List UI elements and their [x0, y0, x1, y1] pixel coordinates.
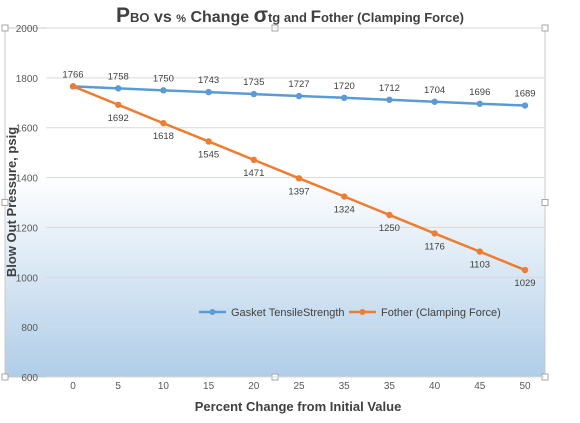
- data-label: 1766: [62, 69, 83, 80]
- data-label: 1735: [243, 77, 264, 88]
- y-tick-label: 1600: [16, 124, 39, 135]
- y-axis-ticks: 600 800 1000 1200 1400 1600 1800 2000: [16, 24, 39, 384]
- chart-frame[interactable]: [4, 27, 546, 378]
- y-axis-title: Blow Out Pressure, psig: [4, 127, 19, 277]
- data-point: [431, 230, 438, 237]
- x-tick-label: 35: [339, 381, 351, 392]
- y-tick-label: 1200: [16, 223, 39, 234]
- title-and: and: [280, 10, 310, 25]
- data-label: 1758: [108, 71, 129, 82]
- data-point: [115, 85, 122, 92]
- data-label: 1250: [379, 223, 400, 234]
- resize-handle[interactable]: [1, 24, 9, 32]
- data-point: [521, 102, 529, 109]
- title-percent: %: [176, 13, 186, 25]
- data-label: 1029: [514, 278, 535, 289]
- resize-handle[interactable]: [541, 199, 549, 206]
- data-label: 1727: [288, 79, 309, 90]
- x-tick-label: 20: [248, 381, 260, 392]
- data-label: 1720: [334, 81, 355, 92]
- data-point: [341, 94, 348, 102]
- data-label: 1545: [198, 149, 219, 160]
- data-point: [476, 100, 483, 107]
- title-change: Change: [186, 9, 254, 26]
- legend-marker-dot-gasket: [209, 309, 216, 315]
- data-point: [250, 156, 257, 164]
- data-label: 1696: [469, 87, 490, 98]
- legend-item-gasket: Gasket TensileStrength: [231, 307, 345, 319]
- gridlines: [46, 27, 544, 378]
- data-label: 1692: [108, 113, 129, 124]
- data-point: [386, 211, 393, 219]
- y-tick-label: 1400: [16, 174, 39, 185]
- data-point: [160, 87, 167, 94]
- data-point: [205, 88, 212, 96]
- data-label: 1397: [288, 186, 309, 197]
- data-label: 1750: [153, 73, 174, 84]
- x-tick-label: 0: [70, 381, 76, 392]
- x-tick-label: 35: [384, 381, 396, 392]
- legend-marker-dot-fother: [359, 309, 366, 315]
- data-point: [205, 138, 212, 145]
- data-labels: 1766 1758 1750 1743 1735 1727 1720 1712 1704 1696…: [62, 69, 535, 289]
- data-point: [295, 92, 303, 100]
- x-axis-title: Percent Change from Initial Value: [195, 399, 402, 414]
- x-axis-ticks: 0 5 10 15 20 25 35 35 40 45 50: [70, 381, 531, 392]
- data-point: [295, 175, 303, 182]
- legend: Gasket TensileStrength Fother (Clamping …: [199, 307, 501, 319]
- title-sigma: σ: [254, 4, 268, 27]
- y-tick-label: 1800: [16, 74, 39, 85]
- data-point: [386, 96, 393, 103]
- title-p: P: [116, 4, 130, 27]
- data-label: 1618: [153, 131, 174, 142]
- resize-handle[interactable]: [1, 199, 9, 206]
- x-tick-label: 15: [203, 381, 215, 392]
- data-label: 1176: [424, 241, 444, 252]
- x-tick-label: 25: [293, 381, 305, 392]
- data-point: [431, 98, 438, 105]
- x-tick-label: 40: [429, 381, 441, 392]
- data-point: [476, 248, 483, 255]
- data-label: 1324: [334, 205, 355, 216]
- data-label: 1704: [424, 85, 445, 96]
- y-tick-label: 1000: [16, 273, 39, 284]
- x-tick-label: 50: [519, 381, 531, 392]
- data-point: [341, 193, 348, 200]
- x-tick-label: 5: [115, 381, 121, 392]
- data-label: 1103: [470, 260, 490, 271]
- title-other: other: [321, 10, 354, 25]
- chart-title: PBO vs % Change σtg and Fother (Clamping…: [116, 4, 464, 27]
- x-tick-label: 10: [158, 381, 170, 392]
- y-tick-label: 2000: [16, 24, 39, 35]
- data-label: 1743: [198, 75, 219, 86]
- title-clamp: (Clamping Force): [353, 10, 464, 25]
- title-tg: tg: [268, 10, 280, 25]
- data-point: [250, 90, 257, 98]
- title-vs: vs: [150, 9, 177, 26]
- data-label: 1712: [379, 83, 400, 94]
- y-tick-label: 800: [21, 323, 38, 334]
- data-label: 1689: [514, 89, 535, 100]
- data-point: [115, 101, 122, 108]
- title-bo: BO: [130, 10, 150, 25]
- legend-item-fother: Fother (Clamping Force): [381, 307, 501, 319]
- data-point: [521, 266, 529, 274]
- y-tick-label: 600: [21, 373, 38, 384]
- data-point: [69, 83, 77, 90]
- data-label: 1471: [243, 168, 264, 179]
- x-tick-label: 45: [474, 381, 486, 392]
- title-f: F: [311, 7, 321, 26]
- data-point: [160, 120, 167, 127]
- resize-handle[interactable]: [1, 373, 9, 381]
- series-group: [69, 83, 529, 274]
